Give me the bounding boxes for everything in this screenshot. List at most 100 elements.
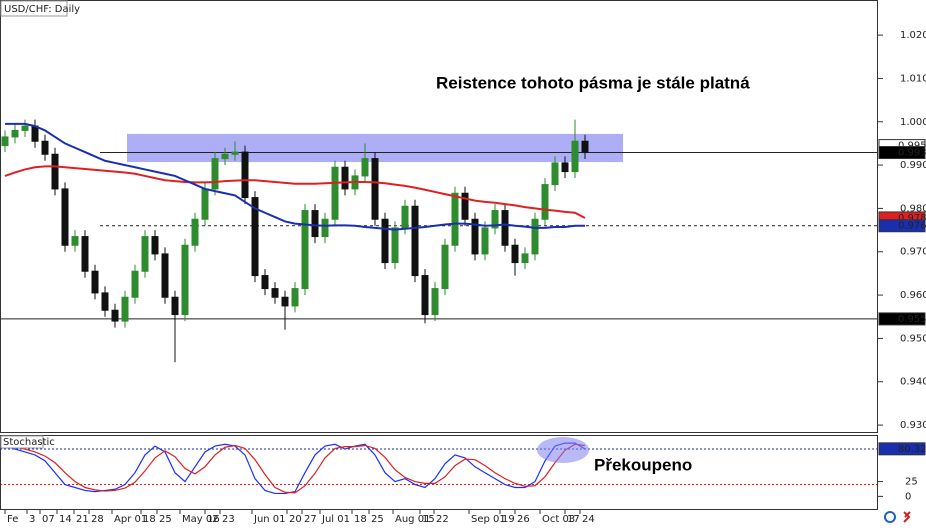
- y-tick-label: 0.9905: [900, 160, 926, 171]
- candle-body: [271, 288, 279, 298]
- candle-body: [41, 140, 49, 155]
- stoch-annotation: Překoupeno: [594, 455, 692, 474]
- candle-body: [571, 140, 579, 173]
- candle-body: [51, 153, 59, 190]
- candle-body: [121, 296, 129, 322]
- candle-body: [501, 210, 509, 246]
- x-tick-label: 17: [567, 514, 580, 525]
- x-tick-label: 19: [502, 514, 515, 525]
- link-icon[interactable]: [884, 511, 896, 523]
- y-tick-label: 0: [905, 491, 911, 502]
- candle-body: [321, 218, 329, 238]
- price-marker: [878, 442, 926, 456]
- candle-body: [11, 129, 19, 138]
- price-marker-label: 0.9765: [898, 221, 926, 232]
- candle-body: [181, 244, 189, 316]
- candle-body: [361, 158, 369, 177]
- stoch-line: [5, 443, 586, 494]
- x-tick-label: 14: [59, 514, 72, 525]
- x-tick-label: 23: [222, 514, 235, 525]
- candle-body: [471, 218, 479, 255]
- candle-body: [171, 296, 179, 316]
- candle-body: [131, 270, 139, 298]
- candle-body: [191, 218, 199, 246]
- candle-body: [531, 218, 539, 255]
- moving-average: [4, 165, 586, 219]
- candle-body: [251, 197, 259, 277]
- x-tick-label: 25: [159, 514, 172, 525]
- candle-body: [1, 136, 9, 147]
- x-tick-label: 25: [371, 514, 384, 525]
- x-tick-label: 07: [42, 514, 55, 525]
- layers: 1.0205 1.0105 1.0005 0.9905 0.9805 0.9705 0.96…: [0, 30, 926, 525]
- candle-body: [441, 244, 449, 290]
- candle-body: [81, 236, 89, 272]
- stoch-title: Stochastic: [3, 437, 55, 448]
- y-tick-label: 25: [905, 477, 918, 488]
- candle-body: [421, 275, 429, 316]
- candle-body: [401, 205, 409, 229]
- candle-body: [211, 158, 219, 190]
- stoch-title-box: [0, 435, 44, 449]
- chart-title: USD/CHF: Daily: [4, 4, 80, 15]
- candle-body: [221, 153, 229, 160]
- x-tick-label: Oct 03: [542, 514, 575, 525]
- candle-body: [281, 296, 289, 307]
- x-tick-label: 18: [354, 514, 367, 525]
- x-tick-label: Apr 01: [114, 514, 147, 525]
- candle-body: [291, 288, 299, 307]
- candle-body: [521, 253, 529, 264]
- price-marker: [878, 146, 926, 160]
- moving-average: [5, 122, 585, 231]
- price-marker-label: 0.9550: [898, 314, 926, 325]
- candle-body: [391, 227, 399, 264]
- x-tick-label: Jun 01: [253, 514, 286, 525]
- main-frame: [0, 0, 878, 433]
- candle-body: [201, 188, 209, 220]
- price-marker-label: 0.9934: [898, 148, 926, 159]
- y-tick-label: 1.0205: [900, 30, 926, 41]
- close-icon[interactable]: [903, 511, 911, 523]
- candle-body: [341, 166, 349, 190]
- x-tick-label: Fe: [7, 514, 18, 525]
- candle-body: [581, 140, 589, 154]
- x-tick-label: 15: [422, 514, 435, 525]
- title-box: [0, 0, 68, 17]
- x-tick-label: Jul 01: [321, 514, 350, 525]
- y-tick-label: 0.9805: [900, 203, 926, 214]
- candle-body: [491, 210, 499, 229]
- price-marker: [878, 219, 926, 233]
- x-tick-label: May 02: [182, 514, 219, 525]
- y-tick-label: 0.9405: [900, 377, 926, 388]
- x-tick-label: 3: [29, 514, 35, 525]
- x-tick-label: 26: [517, 514, 530, 525]
- candle-body: [161, 253, 169, 298]
- candle-body: [91, 270, 99, 294]
- candle-body: [331, 166, 339, 220]
- x-tick-label: 18: [143, 514, 156, 525]
- candle-body: [61, 188, 69, 246]
- candle-body: [141, 236, 149, 272]
- candle-body: [551, 162, 559, 186]
- y-tick-label: 0.9705: [900, 247, 926, 258]
- x-tick-label: 20: [289, 514, 302, 525]
- candle-body: [451, 192, 459, 246]
- candle-body: [511, 244, 519, 264]
- candle-body: [71, 236, 79, 246]
- candle-body: [21, 125, 29, 131]
- stoch-frame: [0, 435, 878, 510]
- y-tick-label: 0.9305: [900, 420, 926, 431]
- candle-body: [431, 288, 439, 316]
- candle-body: [301, 210, 309, 290]
- toolbar-icons[interactable]: [884, 511, 911, 523]
- candle-body: [311, 210, 319, 238]
- price-marker-label: 80.32: [898, 444, 926, 455]
- highlight-ellipse: [537, 437, 589, 463]
- x-tick-label: Aug 01: [395, 514, 430, 525]
- candle-body: [371, 158, 379, 220]
- x-tick-label: 24: [582, 514, 595, 525]
- candle-body: [411, 205, 419, 277]
